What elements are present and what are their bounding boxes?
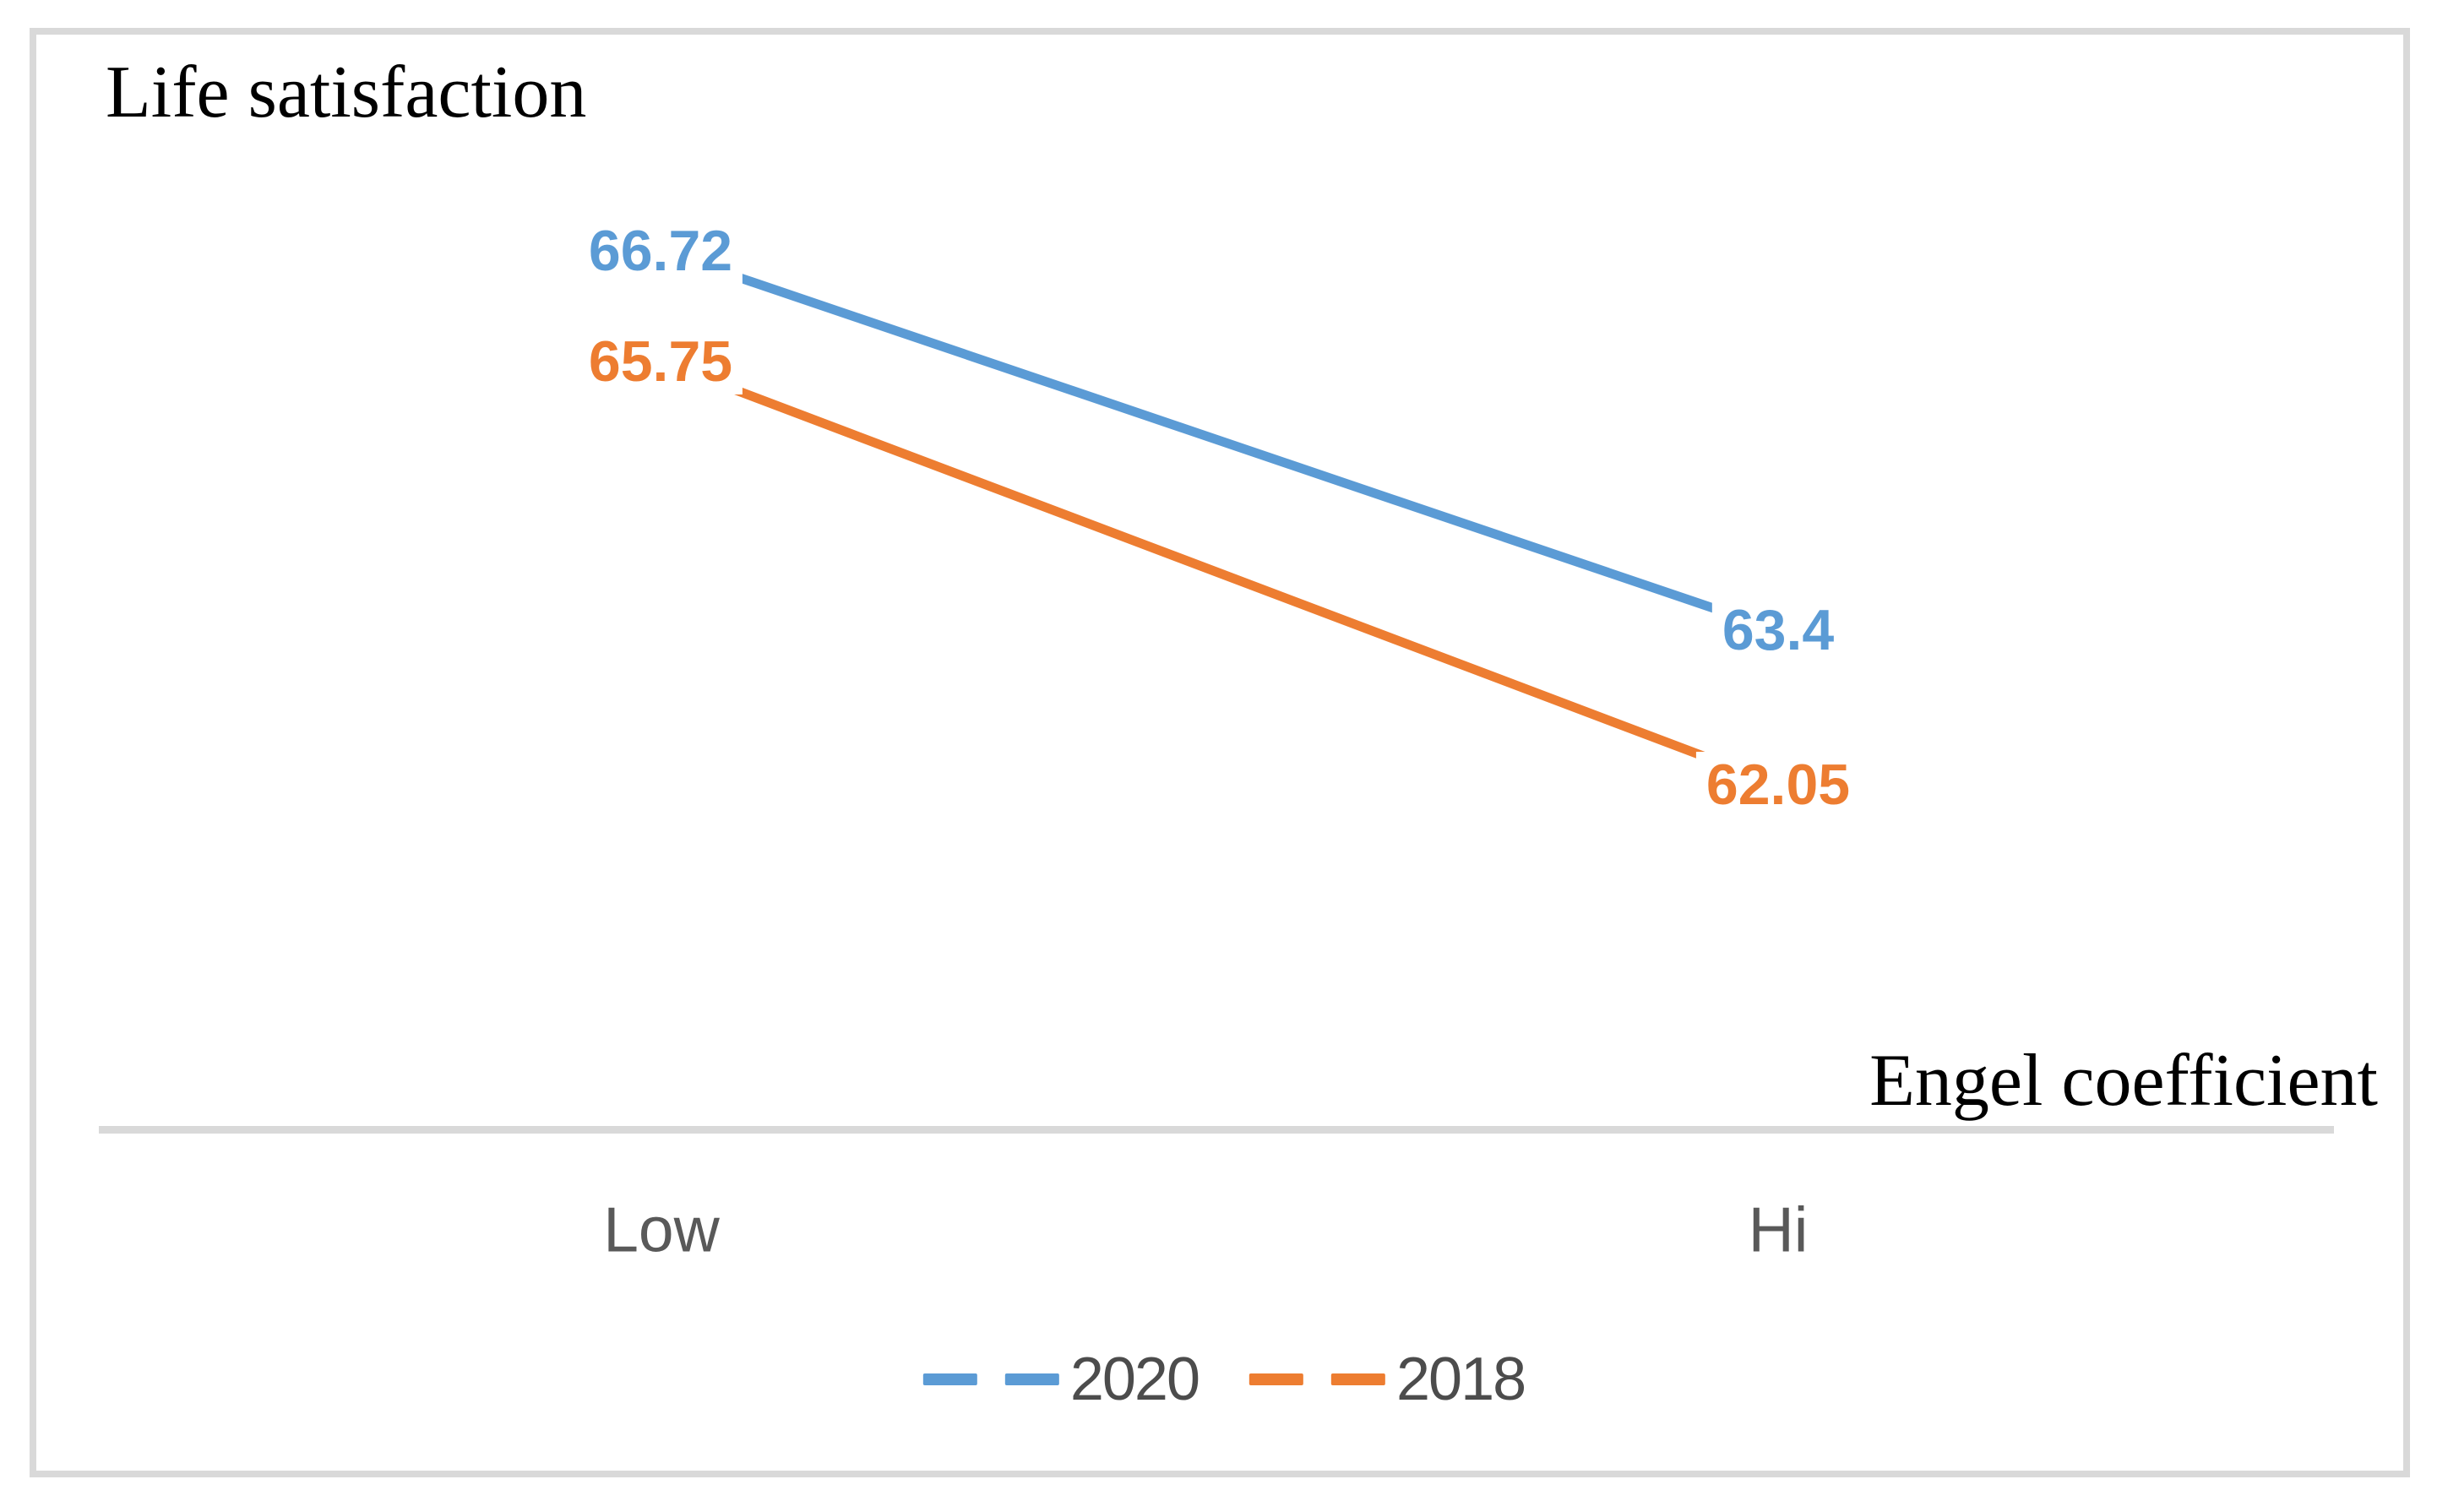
legend-item-2018: 2018 bbox=[1249, 1346, 1526, 1413]
x-axis-line bbox=[99, 1126, 2334, 1134]
data-label-2020-hi: 63.4 bbox=[1711, 597, 1845, 663]
x-axis-title: Engel coefficient bbox=[1869, 1040, 2378, 1122]
data-label-2018-low: 65.75 bbox=[578, 329, 743, 395]
legend-label-2020: 2020 bbox=[1069, 1346, 1200, 1413]
x-tick-label-hi: Hi bbox=[1748, 1194, 1809, 1265]
chart-border bbox=[30, 28, 2410, 1477]
legend-item-2020: 2020 bbox=[922, 1346, 1200, 1413]
legend-dashed-line-sample-icon bbox=[1249, 1373, 1385, 1385]
series-line-2018 bbox=[656, 356, 1783, 790]
series-line-2020 bbox=[656, 246, 1783, 635]
data-label-2020-low: 66.72 bbox=[578, 218, 743, 284]
legend-label-2018: 2018 bbox=[1396, 1346, 1526, 1413]
x-tick-label-low: Low bbox=[603, 1194, 720, 1265]
legend: 2020 2018 bbox=[922, 1346, 1526, 1413]
legend-dashed-line-sample-icon bbox=[922, 1373, 1059, 1385]
chart-title: Life satisfaction bbox=[106, 52, 587, 133]
data-label-2018-hi: 62.05 bbox=[1695, 751, 1861, 818]
